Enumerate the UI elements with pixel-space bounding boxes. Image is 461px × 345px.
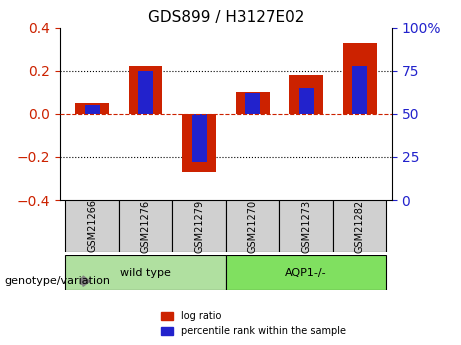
FancyBboxPatch shape xyxy=(65,200,119,252)
FancyBboxPatch shape xyxy=(333,200,386,252)
Bar xyxy=(236,92,270,114)
Text: AQP1-/-: AQP1-/- xyxy=(285,268,327,277)
Legend: log ratio, percentile rank within the sample: log ratio, percentile rank within the sa… xyxy=(158,307,349,340)
Text: wild type: wild type xyxy=(120,268,171,277)
FancyBboxPatch shape xyxy=(172,200,226,252)
Bar xyxy=(75,103,109,114)
Text: GSM21270: GSM21270 xyxy=(248,199,258,253)
Text: GSM21273: GSM21273 xyxy=(301,199,311,253)
Bar xyxy=(84,105,100,114)
Bar xyxy=(129,66,162,114)
Bar xyxy=(343,43,377,114)
FancyBboxPatch shape xyxy=(65,255,226,290)
Text: GSM21282: GSM21282 xyxy=(355,199,365,253)
Text: GSM21266: GSM21266 xyxy=(87,199,97,253)
Bar xyxy=(352,66,367,114)
FancyBboxPatch shape xyxy=(226,255,386,290)
Bar xyxy=(192,114,207,162)
FancyBboxPatch shape xyxy=(279,200,333,252)
FancyBboxPatch shape xyxy=(226,200,279,252)
Text: GSM21276: GSM21276 xyxy=(141,199,151,253)
FancyBboxPatch shape xyxy=(119,200,172,252)
Bar xyxy=(290,75,323,114)
Title: GDS899 / H3127E02: GDS899 / H3127E02 xyxy=(148,10,304,25)
Bar xyxy=(245,93,260,114)
FancyArrow shape xyxy=(81,276,90,286)
Bar xyxy=(182,114,216,172)
Text: GSM21279: GSM21279 xyxy=(194,199,204,253)
Bar xyxy=(138,71,153,114)
Bar xyxy=(299,88,313,114)
Text: genotype/variation: genotype/variation xyxy=(5,276,111,286)
